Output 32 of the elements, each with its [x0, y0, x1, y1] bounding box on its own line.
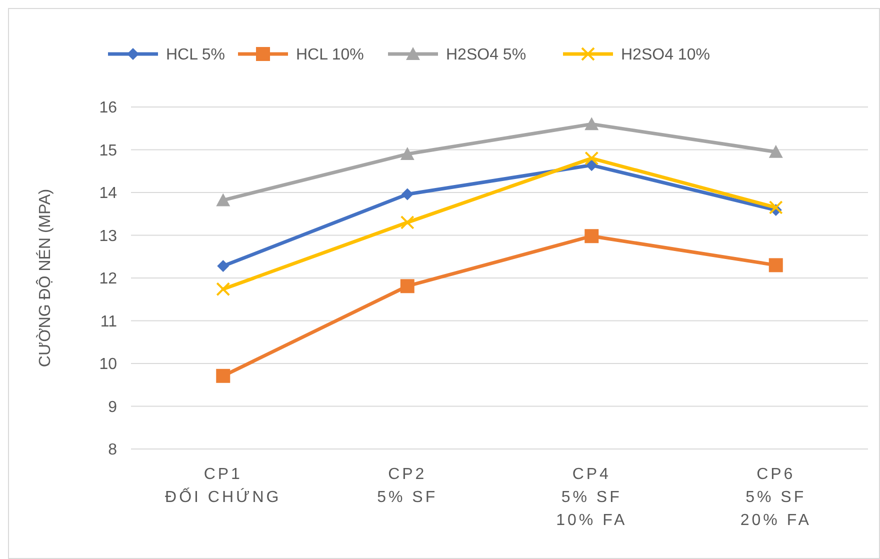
point: [768, 258, 783, 272]
point: [216, 368, 230, 383]
point: [401, 188, 414, 200]
point: [400, 279, 414, 294]
x-tick-label: CP6 5% SF 20% FA: [740, 466, 812, 529]
legend-label: HCL 5%: [166, 46, 225, 64]
y-tick-label: 9: [108, 398, 118, 416]
point: [400, 215, 414, 230]
point: [584, 229, 599, 244]
y-tick-label: 15: [99, 142, 118, 160]
point: [216, 282, 230, 296]
point: [217, 260, 230, 272]
legend-label: H2SO4 5%: [446, 46, 526, 64]
y-axis-title: CƯỜNG ĐỘ NÉN (MPA): [35, 188, 54, 368]
x-tick-label: CP4 5% SF 10% FA: [556, 466, 628, 529]
legend-label: HCL 10%: [296, 46, 364, 64]
y-tick-label: 11: [100, 313, 118, 330]
point: [768, 144, 783, 158]
x-tick-label: CP2 5% SF: [377, 466, 438, 506]
y-tick-label: 16: [99, 100, 118, 117]
y-tick-label: 13: [99, 228, 118, 245]
y-tick-label: 12: [99, 270, 118, 288]
point: [768, 200, 783, 214]
legend-label: H2SO4 10%: [621, 46, 710, 64]
y-tick-label: 14: [99, 185, 118, 202]
x-tick-label: CP1 ĐỐI CHỨNG: [165, 466, 282, 506]
point: [216, 193, 230, 206]
point: [584, 117, 599, 130]
point: [400, 147, 414, 160]
y-tick-label: 10: [99, 356, 118, 374]
y-tick-label: 8: [108, 442, 118, 459]
point: [584, 151, 599, 166]
